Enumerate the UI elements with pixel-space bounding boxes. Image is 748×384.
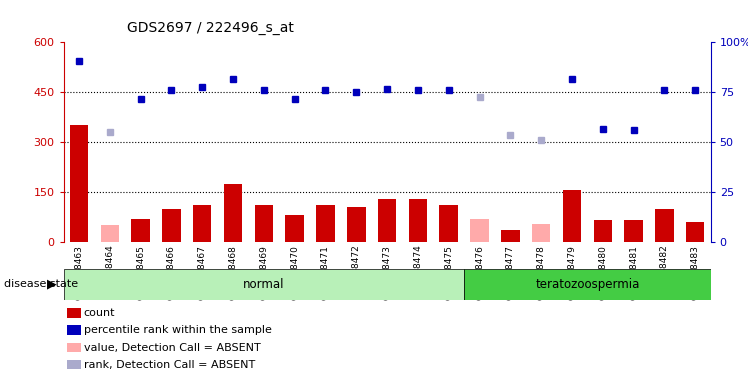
Bar bbox=[193, 205, 212, 242]
Bar bbox=[162, 209, 181, 242]
Text: value, Detection Call = ABSENT: value, Detection Call = ABSENT bbox=[84, 343, 260, 353]
Bar bbox=[347, 207, 366, 242]
Text: rank, Detection Call = ABSENT: rank, Detection Call = ABSENT bbox=[84, 360, 255, 370]
Bar bbox=[532, 223, 551, 242]
Bar bbox=[464, 269, 711, 300]
Text: GDS2697 / 222496_s_at: GDS2697 / 222496_s_at bbox=[127, 21, 294, 35]
Bar bbox=[254, 205, 273, 242]
Bar bbox=[100, 225, 119, 242]
Bar bbox=[593, 220, 612, 242]
Bar bbox=[224, 184, 242, 242]
Text: normal: normal bbox=[243, 278, 284, 291]
Bar bbox=[64, 269, 464, 300]
Bar bbox=[686, 222, 705, 242]
Bar bbox=[501, 230, 520, 242]
Bar bbox=[562, 190, 581, 242]
Bar bbox=[470, 218, 488, 242]
Bar bbox=[440, 205, 458, 242]
Bar bbox=[132, 218, 150, 242]
Bar bbox=[378, 199, 396, 242]
Text: disease state: disease state bbox=[4, 279, 78, 289]
Bar bbox=[625, 220, 643, 242]
Text: count: count bbox=[84, 308, 115, 318]
Bar bbox=[408, 199, 427, 242]
Text: teratozoospermia: teratozoospermia bbox=[535, 278, 640, 291]
Bar bbox=[316, 205, 334, 242]
Bar bbox=[655, 209, 674, 242]
Bar bbox=[70, 126, 88, 242]
Text: percentile rank within the sample: percentile rank within the sample bbox=[84, 325, 272, 335]
Text: ▶: ▶ bbox=[46, 278, 56, 291]
Bar bbox=[286, 215, 304, 242]
